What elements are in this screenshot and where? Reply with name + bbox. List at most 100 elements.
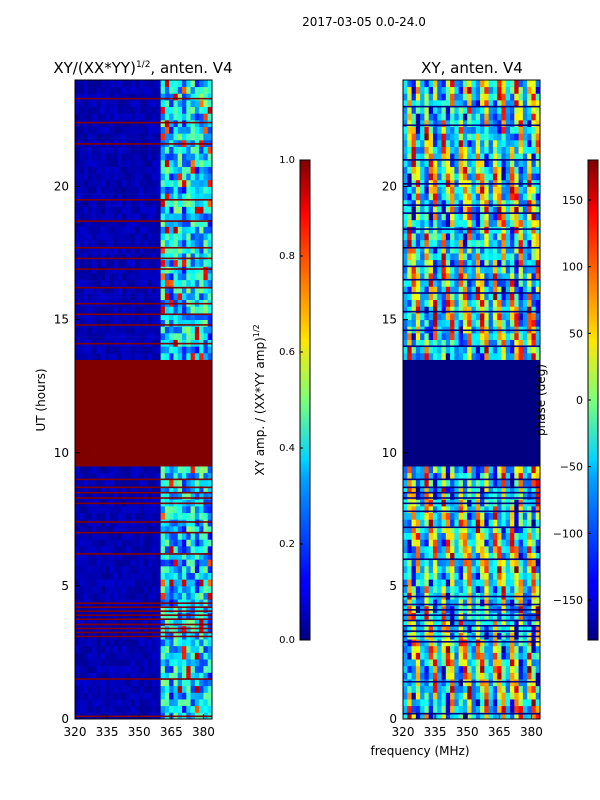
amplitude-cell bbox=[109, 539, 114, 547]
phase-cell bbox=[458, 452, 464, 460]
phase-cell bbox=[488, 386, 494, 394]
phase-cell bbox=[518, 679, 524, 687]
amplitude-cell bbox=[194, 525, 200, 534]
amplitude-cell bbox=[177, 512, 183, 520]
amplitude-cell bbox=[143, 572, 149, 580]
phase-cell bbox=[424, 339, 430, 347]
amplitude-cell bbox=[164, 379, 170, 387]
amplitude-cell bbox=[126, 113, 132, 121]
phase-cell bbox=[518, 692, 524, 700]
amplitude-cell bbox=[122, 699, 127, 707]
amplitude-cell bbox=[134, 512, 140, 520]
amplitude-cell bbox=[134, 659, 140, 667]
phase-cell bbox=[471, 639, 477, 647]
amplitude-cell bbox=[182, 432, 187, 440]
phase-cell bbox=[527, 359, 532, 367]
phase-cell bbox=[484, 486, 490, 494]
amplitude-cell bbox=[134, 645, 140, 653]
amplitude-cell bbox=[156, 326, 162, 334]
amplitude-cell bbox=[100, 532, 106, 540]
amplitude-cell bbox=[177, 579, 183, 587]
phase-cell bbox=[488, 572, 494, 580]
amplitude-cell bbox=[113, 659, 119, 667]
phase-cell bbox=[492, 532, 498, 540]
amplitude-flagged-row bbox=[75, 97, 212, 100]
amplitude-cell bbox=[194, 279, 200, 287]
amplitude-cell bbox=[169, 173, 174, 181]
amplitude-cell bbox=[139, 366, 144, 374]
phase-cell bbox=[437, 339, 442, 347]
phase-cell bbox=[432, 645, 438, 653]
amplitude-cell bbox=[160, 492, 166, 500]
phase-cell bbox=[458, 466, 464, 474]
amplitude-cell bbox=[186, 605, 191, 613]
amplitude-cell bbox=[104, 306, 110, 314]
phase-cell bbox=[420, 426, 425, 434]
phase-cell bbox=[492, 339, 498, 347]
amplitude-cell bbox=[173, 592, 179, 600]
amplitude-cell bbox=[96, 559, 102, 567]
amplitude-cell bbox=[92, 525, 97, 534]
phase-cell bbox=[441, 392, 447, 400]
amplitude-cell bbox=[164, 126, 170, 134]
amplitude-cell bbox=[96, 525, 102, 534]
phase-cell bbox=[505, 512, 511, 520]
amplitude-cell bbox=[147, 512, 153, 520]
amplitude-cell bbox=[109, 379, 114, 387]
amplitude-cell bbox=[194, 213, 200, 221]
amplitude-cell bbox=[75, 619, 80, 627]
amplitude-cell bbox=[194, 86, 200, 94]
amplitude-cell bbox=[177, 479, 183, 487]
amplitude-cell bbox=[194, 319, 200, 327]
phase-cell bbox=[497, 339, 502, 347]
amplitude-cell bbox=[113, 406, 119, 414]
phase-cell bbox=[522, 392, 528, 400]
phase-cell bbox=[415, 392, 421, 400]
phase-cell bbox=[437, 539, 442, 547]
amplitude-cell bbox=[75, 179, 80, 187]
phase-cell bbox=[432, 692, 438, 700]
amplitude-cell bbox=[203, 419, 209, 427]
amplitude-cell bbox=[169, 399, 174, 407]
amplitude-cell bbox=[122, 93, 127, 101]
amplitude-cell bbox=[177, 133, 183, 141]
amplitude-cell bbox=[109, 612, 114, 620]
amplitude-cell bbox=[156, 206, 162, 214]
amplitude-cell bbox=[117, 86, 123, 94]
phase-cell bbox=[432, 612, 438, 620]
amplitude-cell bbox=[109, 166, 114, 174]
amplitude-cell bbox=[134, 639, 140, 647]
amplitude-cell bbox=[156, 466, 162, 474]
phase-cell bbox=[437, 346, 442, 354]
amplitude-cell bbox=[152, 579, 157, 587]
phase-cell bbox=[488, 559, 494, 567]
amplitude-cell bbox=[139, 446, 144, 454]
amplitude-cell bbox=[147, 219, 153, 227]
amplitude-cell bbox=[186, 199, 191, 207]
phase-cell bbox=[527, 685, 532, 693]
amplitude-cell bbox=[190, 565, 196, 573]
amplitude-cell bbox=[122, 259, 127, 267]
amplitude-cell bbox=[190, 426, 196, 434]
amplitude-cell bbox=[156, 246, 162, 254]
amplitude-cell bbox=[126, 392, 132, 400]
amplitude-cell bbox=[169, 219, 174, 227]
phase-cell bbox=[437, 692, 442, 700]
amplitude-cell bbox=[104, 525, 110, 534]
amplitude-cell bbox=[75, 625, 80, 633]
phase-cell bbox=[420, 512, 425, 520]
phase-cell bbox=[505, 665, 511, 673]
phase-cell bbox=[450, 692, 455, 700]
amplitude-cell bbox=[79, 119, 84, 127]
amplitude-cell bbox=[109, 193, 114, 201]
phase-cell bbox=[522, 545, 528, 553]
amplitude-cell bbox=[160, 572, 166, 580]
amplitude-cell bbox=[152, 133, 157, 141]
phase-cell bbox=[497, 346, 502, 354]
phase-cell bbox=[475, 492, 481, 500]
amplitude-cell bbox=[186, 233, 191, 241]
amplitude-cell bbox=[177, 679, 183, 687]
phase-cell bbox=[424, 692, 430, 700]
